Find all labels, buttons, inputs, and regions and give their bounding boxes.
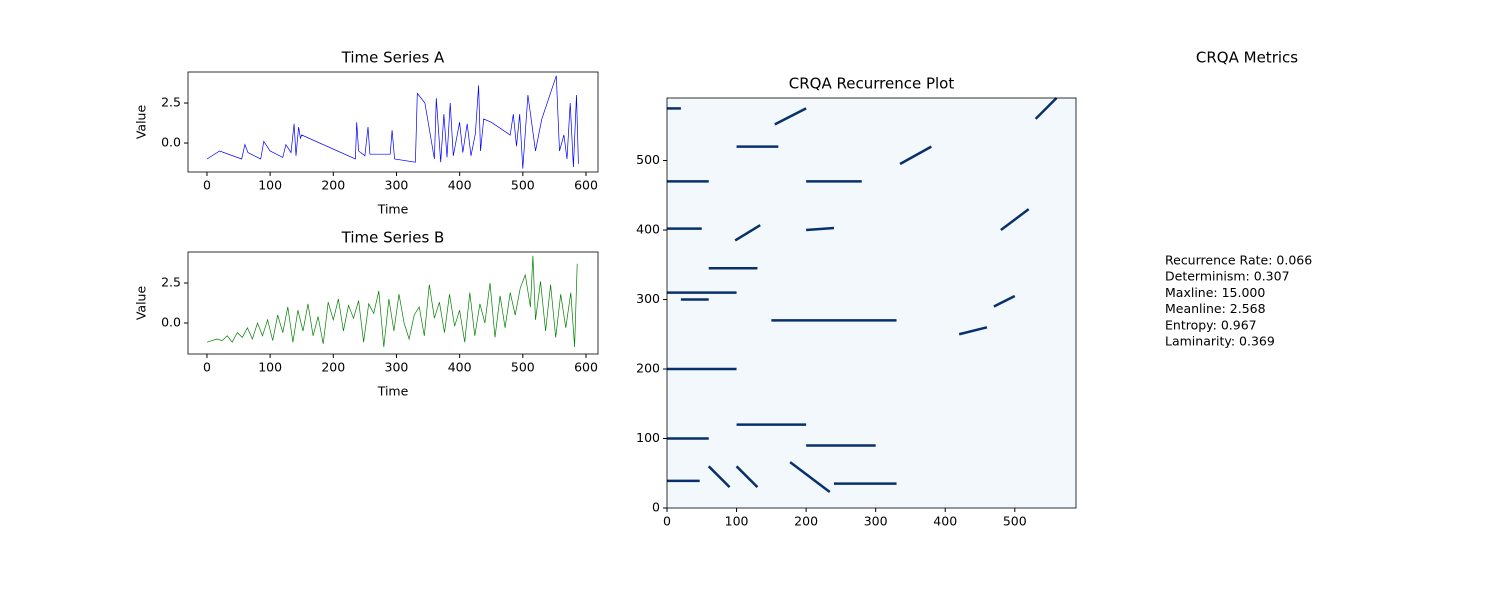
series-line <box>206 75 579 169</box>
metric-line: Maxline: 15.000 <box>1165 285 1265 300</box>
recurrence-line <box>958 326 988 336</box>
x-tick-label: 600 <box>574 178 598 193</box>
y-tick-label: 200 <box>636 361 660 376</box>
recurrence-line <box>789 461 831 494</box>
recurrence-line <box>735 465 759 489</box>
y-axis-label: Value <box>134 105 149 140</box>
recurrence-line <box>806 226 835 232</box>
recurrence-line <box>774 107 807 126</box>
y-tick-label: 2.5 <box>161 95 181 110</box>
recurrence-line <box>707 465 731 489</box>
x-axis-label: Time <box>377 202 409 217</box>
recurrence-line <box>899 145 932 166</box>
chart-title: Time Series B <box>341 229 445 247</box>
metric-line: Entropy: 0.967 <box>1165 317 1257 332</box>
plot-frame <box>187 71 599 173</box>
recurrence-line <box>1000 208 1030 232</box>
metric-line: Determinism: 0.307 <box>1165 269 1290 284</box>
y-tick-label: 0.0 <box>161 135 181 150</box>
x-tick-label: 500 <box>1003 514 1027 529</box>
plot-frame <box>666 97 1077 509</box>
x-tick-label: 0 <box>203 178 211 193</box>
x-tick-label: 0 <box>663 514 671 529</box>
x-tick-label: 300 <box>864 514 888 529</box>
x-tick-label: 500 <box>511 178 535 193</box>
chart-title: CRQA Recurrence Plot <box>789 75 955 93</box>
x-tick-label: 200 <box>794 514 818 529</box>
y-tick-label: 0 <box>652 500 660 515</box>
x-tick-label: 400 <box>448 178 472 193</box>
recurrence-line <box>734 224 761 242</box>
y-tick-label: 2.5 <box>161 275 181 290</box>
metric-line: Meanline: 2.568 <box>1165 301 1266 316</box>
x-tick-label: 400 <box>448 360 472 375</box>
x-tick-label: 100 <box>258 178 282 193</box>
x-tick-label: 400 <box>933 514 957 529</box>
x-tick-label: 600 <box>574 360 598 375</box>
series-line <box>206 255 578 348</box>
x-tick-label: 0 <box>203 360 211 375</box>
x-tick-label: 100 <box>258 360 282 375</box>
x-tick-label: 500 <box>511 360 535 375</box>
x-tick-label: 200 <box>321 178 345 193</box>
y-tick-label: 0.0 <box>161 314 181 329</box>
y-axis-label: Value <box>134 286 149 321</box>
x-tick-label: 300 <box>385 360 409 375</box>
x-tick-label: 200 <box>321 360 345 375</box>
metric-line: Recurrence Rate: 0.066 <box>1165 253 1312 268</box>
x-axis-label: Time <box>377 384 409 399</box>
recurrence-line <box>993 294 1016 308</box>
y-tick-label: 100 <box>636 430 660 445</box>
y-tick-label: 300 <box>636 291 660 306</box>
metric-line: Laminarity: 0.369 <box>1165 334 1275 349</box>
y-tick-label: 500 <box>636 152 660 167</box>
chart-title: Time Series A <box>341 49 445 67</box>
x-tick-label: 100 <box>725 514 749 529</box>
recurrence-line <box>1034 97 1058 120</box>
plot-background <box>667 98 1076 508</box>
panel-title: CRQA Metrics <box>1196 49 1298 67</box>
plot-frame <box>187 251 599 355</box>
y-tick-label: 400 <box>636 222 660 237</box>
x-tick-label: 300 <box>385 178 409 193</box>
